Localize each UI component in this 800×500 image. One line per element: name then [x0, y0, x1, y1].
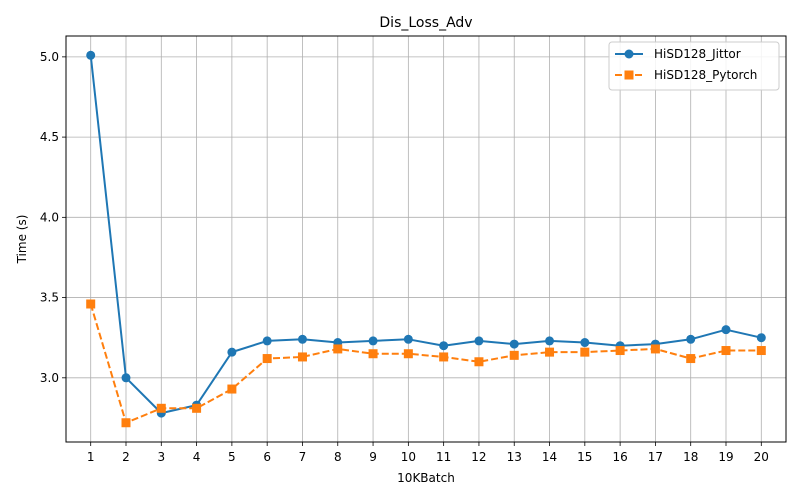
data-point: [227, 384, 237, 394]
data-point: [262, 354, 272, 364]
x-tick-label: 14: [542, 450, 557, 464]
x-tick-label: 9: [369, 450, 377, 464]
data-point: [721, 325, 731, 335]
x-tick-label: 19: [718, 450, 733, 464]
series-layer: [86, 50, 766, 428]
data-point: [403, 349, 413, 359]
data-point: [121, 418, 131, 428]
x-tick-label: 15: [577, 450, 592, 464]
legend: HiSD128_Jittor HiSD128_Pytorch: [608, 41, 780, 91]
data-point: [650, 344, 660, 354]
x-tick-label: 12: [471, 450, 486, 464]
legend-box: [608, 41, 780, 91]
data-point: [86, 299, 96, 309]
x-tick-label: 18: [683, 450, 698, 464]
data-point: [439, 341, 449, 351]
data-point: [333, 344, 343, 354]
x-tick-label: 7: [299, 450, 307, 464]
x-tick-label: 16: [612, 450, 627, 464]
x-tick-label: 17: [648, 450, 663, 464]
axis-ticks: 1 2 3 4 5 6 7 8 9 10 11 12 13 14 15 16 17 18 19 203.03.54.0…: [40, 50, 769, 464]
data-point: [368, 349, 378, 359]
x-tick-label: 2: [122, 450, 130, 464]
data-point: [227, 347, 237, 357]
data-point: [580, 338, 590, 348]
data-point: [262, 336, 272, 346]
data-point: [474, 336, 484, 346]
data-point: [509, 339, 519, 349]
y-tick-label: 5.0: [40, 50, 59, 64]
x-tick-label: 8: [334, 450, 342, 464]
grid: [66, 36, 786, 442]
data-point: [756, 333, 766, 343]
data-point: [686, 334, 696, 344]
data-point: [86, 50, 96, 60]
y-tick-label: 3.0: [40, 371, 59, 385]
x-tick-label: 6: [263, 450, 271, 464]
legend-label-jittor: HiSD128_Jittor: [654, 47, 741, 61]
x-tick-label: 13: [507, 450, 522, 464]
data-point: [545, 347, 555, 357]
data-point: [509, 350, 519, 360]
data-point: [192, 403, 202, 413]
data-point: [439, 352, 449, 362]
data-point: [686, 354, 696, 364]
data-point: [403, 334, 413, 344]
data-point: [580, 347, 590, 357]
x-tick-label: 20: [754, 450, 769, 464]
data-point: [297, 334, 307, 344]
y-tick-label: 4.0: [40, 210, 59, 224]
x-tick-label: 3: [157, 450, 165, 464]
y-tick-label: 3.5: [40, 291, 59, 305]
data-point: [121, 373, 131, 383]
plot-frame: [65, 35, 787, 443]
data-point: [756, 346, 766, 356]
series-line-pytorch: [89, 303, 762, 424]
x-tick-label: 1: [87, 450, 95, 464]
x-tick-label: 10: [401, 450, 416, 464]
y-tick-label: 4.5: [40, 130, 59, 144]
data-point: [156, 403, 166, 413]
legend-label-pytorch: HiSD128_Pytorch: [654, 68, 757, 82]
x-tick-label: 4: [193, 450, 201, 464]
data-point: [721, 346, 731, 356]
y-axis-title: Time (s): [15, 215, 29, 265]
data-point: [368, 336, 378, 346]
legend-marker-pytorch: [624, 70, 634, 80]
data-point: [474, 357, 484, 367]
chart-title: Dis_Loss_Adv: [379, 15, 472, 31]
legend-marker-jittor: [624, 49, 634, 59]
data-point: [297, 352, 307, 362]
data-point: [545, 336, 555, 346]
x-axis-title: 10KBatch: [397, 471, 455, 485]
x-tick-label: 5: [228, 450, 236, 464]
x-tick-label: 11: [436, 450, 451, 464]
series-line-jittor: [89, 55, 762, 415]
data-point: [615, 346, 625, 356]
